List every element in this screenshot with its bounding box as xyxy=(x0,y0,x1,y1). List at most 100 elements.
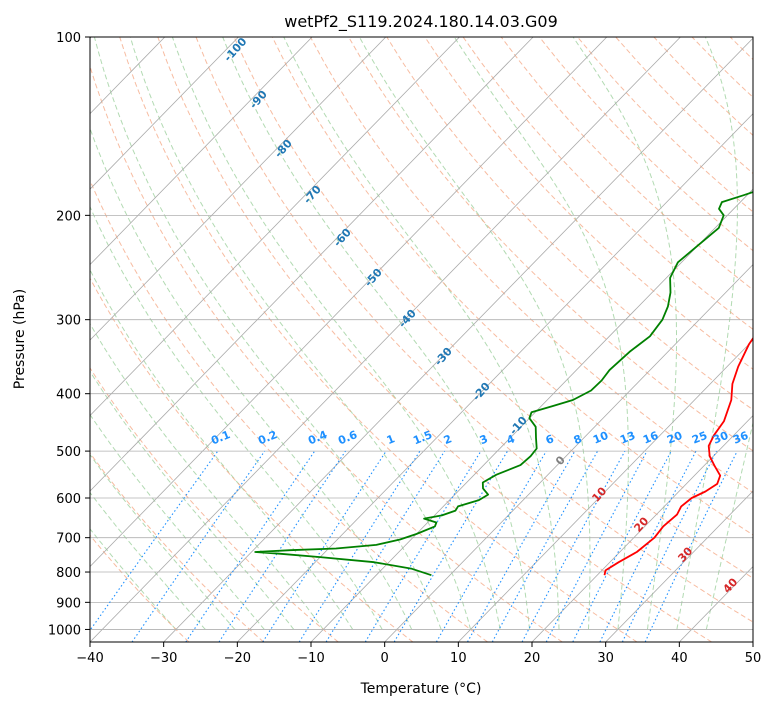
mixing-ratio-line xyxy=(621,450,717,642)
mixing-ratio-line xyxy=(325,450,446,642)
moist-adiabat-line xyxy=(93,37,442,630)
isotherm-line xyxy=(90,37,534,492)
moist-adiabat-line xyxy=(90,205,383,630)
dry-adiabat-line xyxy=(90,179,488,642)
mixing-ratio-line xyxy=(364,450,482,642)
x-tick-label: 40 xyxy=(671,651,688,666)
y-tick-label: 800 xyxy=(56,566,81,581)
y-tick-label: 700 xyxy=(56,532,81,547)
moist-adiabat-line xyxy=(358,37,591,630)
dry-adiabat-line xyxy=(90,277,414,642)
x-axis-title: Temperature (°C) xyxy=(360,681,482,697)
x-axis: −40 −30 −20 −10 0 10 20 30 40 50 xyxy=(76,642,761,666)
moist-adiabat-line xyxy=(453,37,629,630)
mixing-ratio-line xyxy=(521,450,626,642)
temperature-profile-line xyxy=(603,336,753,576)
isotherm-line xyxy=(163,37,753,642)
mixing-ratio-line xyxy=(467,450,576,642)
isotherm-line xyxy=(90,37,313,266)
y-tick-label: 600 xyxy=(56,492,81,507)
mixing-ratio-label: 13 xyxy=(618,429,637,447)
mixing-ratio-line xyxy=(491,450,599,642)
plot-frame xyxy=(89,36,754,643)
x-tick-label: 50 xyxy=(745,651,762,666)
x-tick-label: −20 xyxy=(224,651,251,666)
isotherm-line xyxy=(90,37,239,190)
mixing-ratio-label: 1 xyxy=(385,432,397,447)
mixing-ratio-label: 3 xyxy=(478,432,490,447)
x-tick-label: 20 xyxy=(524,651,541,666)
isotherm-line xyxy=(90,37,608,568)
mixing-ratio-line xyxy=(262,450,387,642)
mixing-ratio-lines xyxy=(90,450,738,642)
isotherm-line xyxy=(90,37,387,341)
isotherm-line xyxy=(458,339,753,642)
x-tick-label: 0 xyxy=(381,651,389,666)
x-tick-label: −40 xyxy=(76,651,103,666)
moist-adiabat-line xyxy=(90,268,354,630)
dry-adiabat-line xyxy=(233,37,753,579)
y-tick-label: 200 xyxy=(56,209,81,224)
dry-adiabat-line xyxy=(271,37,753,536)
sounding-profiles xyxy=(254,191,753,577)
moist-adiabat-line xyxy=(171,37,501,630)
x-tick-label: −10 xyxy=(297,651,324,666)
dry-adiabat-line xyxy=(424,37,753,370)
y-tick-label: 400 xyxy=(56,388,81,403)
mixing-ratio-label: 2 xyxy=(442,432,454,447)
mixing-ratio-label: 36 xyxy=(731,429,750,447)
dry-adiabat-line xyxy=(90,367,339,642)
moist-adiabat-line xyxy=(705,420,753,630)
x-tick-label: 10 xyxy=(450,651,467,666)
moist-adiabat-line xyxy=(222,37,530,630)
mixing-ratio-label: 25 xyxy=(690,429,709,447)
dry-adiabat-line xyxy=(119,37,638,642)
mixing-ratio-label: 20 xyxy=(665,429,684,447)
y-tick-label: 300 xyxy=(56,314,81,329)
mixing-ratio-line xyxy=(218,450,346,642)
moist-adiabat-line xyxy=(90,127,413,630)
mixing-ratio-label: 10 xyxy=(591,429,610,447)
moist-adiabat-line xyxy=(90,322,324,630)
dry-adiabat-line xyxy=(157,37,712,642)
isotherm-line xyxy=(237,113,753,642)
mixing-ratio-label: 16 xyxy=(641,429,660,447)
dry-adiabat-line xyxy=(90,64,563,642)
isotherm-line xyxy=(605,490,753,642)
y-axis: 100 200 300 400 500 600 700 800 900 1000 xyxy=(48,31,90,638)
dry-adiabat-line xyxy=(195,37,753,623)
moist-adiabat-line xyxy=(572,37,677,630)
moist-adiabat-line xyxy=(90,413,265,630)
x-tick-label: 30 xyxy=(597,651,614,666)
mixing-ratio-line xyxy=(298,450,421,642)
mixing-ratio-line xyxy=(90,450,219,632)
isotherm-line xyxy=(90,37,681,642)
y-tick-label: 1000 xyxy=(48,623,81,638)
dry-adiabat-line xyxy=(386,37,753,411)
dry-adiabat-line xyxy=(309,37,753,494)
mixing-ratio-line xyxy=(131,450,266,642)
isotherm-line xyxy=(531,414,753,642)
moist-adiabat-line xyxy=(90,370,295,630)
dry-adiabats xyxy=(90,37,753,642)
x-tick-label: −30 xyxy=(150,651,177,666)
chart-title: wetPf2_S119.2024.180.14.03.G09 xyxy=(284,12,558,32)
mixing-ratio-label: 30 xyxy=(711,429,730,447)
mixing-ratio-line xyxy=(185,450,316,642)
mixing-ratio-label: 8 xyxy=(572,432,584,447)
dry-adiabat-line xyxy=(90,534,190,642)
isotherm-line xyxy=(90,37,460,417)
mixing-ratio-line xyxy=(599,450,697,642)
isotherm-line xyxy=(384,264,753,642)
moist-adiabat-line xyxy=(676,37,738,630)
y-axis-title: Pressure (hPa) xyxy=(12,289,28,389)
dry-adiabat-line xyxy=(500,37,753,291)
isotherm-line xyxy=(310,188,753,642)
y-tick-label: 500 xyxy=(56,445,81,460)
dewpoint-profile-line xyxy=(254,191,753,577)
y-tick-label: 900 xyxy=(56,596,81,611)
skewed-isotherms xyxy=(90,37,753,642)
moist-adiabats xyxy=(90,37,753,630)
